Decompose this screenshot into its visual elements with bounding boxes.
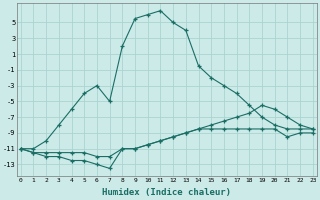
X-axis label: Humidex (Indice chaleur): Humidex (Indice chaleur)	[102, 188, 231, 197]
